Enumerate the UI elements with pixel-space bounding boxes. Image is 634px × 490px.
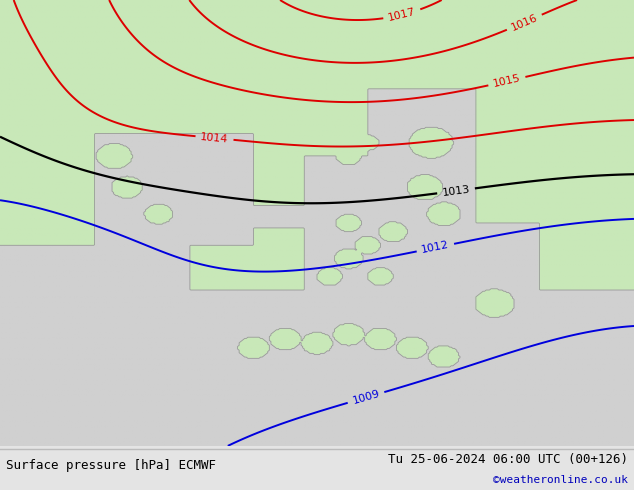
Text: 1016: 1016 bbox=[510, 12, 539, 32]
Text: 1013: 1013 bbox=[441, 184, 470, 197]
Text: Tu 25-06-2024 06:00 UTC (00+126): Tu 25-06-2024 06:00 UTC (00+126) bbox=[387, 453, 628, 466]
Text: 1012: 1012 bbox=[420, 240, 450, 255]
Text: 1017: 1017 bbox=[387, 6, 417, 23]
Text: 1014: 1014 bbox=[200, 132, 229, 145]
Text: ©weatheronline.co.uk: ©weatheronline.co.uk bbox=[493, 475, 628, 485]
Text: Surface pressure [hPa] ECMWF: Surface pressure [hPa] ECMWF bbox=[6, 459, 216, 472]
Text: 1009: 1009 bbox=[351, 389, 381, 406]
Text: 1015: 1015 bbox=[492, 73, 522, 89]
